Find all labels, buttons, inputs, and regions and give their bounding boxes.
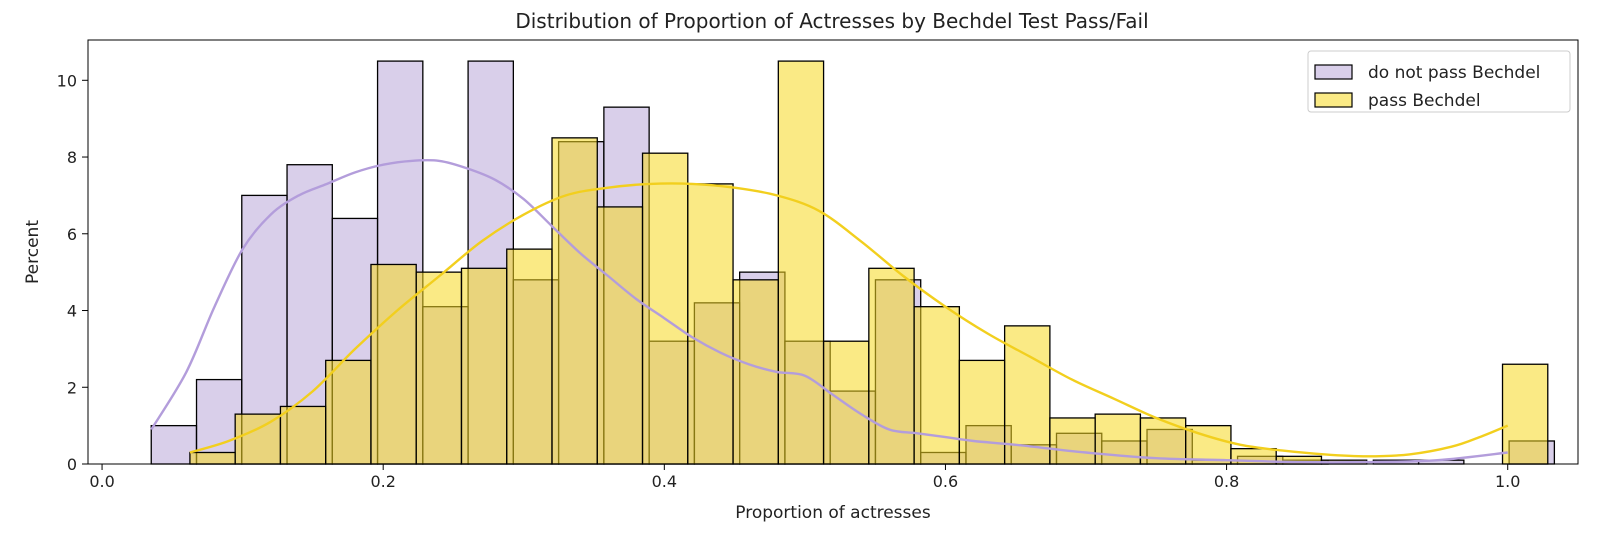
bar-fail-0 bbox=[150, 424, 198, 465]
bar-pass-19 bbox=[1049, 417, 1096, 465]
bar-pass-7 bbox=[506, 248, 553, 465]
y-tick-label: 4 bbox=[67, 302, 77, 321]
bar-pass-18 bbox=[1003, 325, 1051, 465]
y-axis: 0 2 4 6 8 10 bbox=[57, 71, 88, 474]
bars-layer bbox=[150, 60, 1556, 465]
x-tick-label: 0.8 bbox=[1214, 472, 1239, 491]
chart-title: Distribution of Proportion of Actresses … bbox=[515, 9, 1148, 33]
legend-label: pass Bechdel bbox=[1368, 91, 1481, 111]
y-tick-label: 0 bbox=[67, 455, 77, 474]
bar-pass-13 bbox=[777, 60, 825, 465]
bar-pass-17 bbox=[958, 359, 1006, 465]
bar-pass-2 bbox=[279, 405, 327, 465]
bar-pass-9 bbox=[596, 206, 644, 465]
kde-line-fail bbox=[150, 158, 1508, 464]
plot-area-frame bbox=[87, 39, 1579, 465]
bar-fail-1 bbox=[195, 378, 243, 465]
bar-pass-1 bbox=[234, 413, 282, 465]
bar-pass-6 bbox=[460, 267, 508, 465]
x-axis-title: Proportion of actresses bbox=[735, 503, 931, 523]
bar-pass-0 bbox=[189, 451, 236, 465]
bar-pass-21 bbox=[1139, 417, 1187, 465]
x-tick-label: 0.4 bbox=[652, 472, 677, 491]
bar-pass-14 bbox=[822, 340, 870, 465]
y-tick-label: 10 bbox=[57, 71, 77, 90]
bar-pass-4 bbox=[370, 263, 417, 465]
x-tick-label: 0.6 bbox=[933, 472, 958, 491]
x-tick-label: 0.0 bbox=[89, 472, 114, 491]
kde-line-pass bbox=[189, 182, 1509, 458]
bar-pass-5 bbox=[415, 271, 463, 465]
bar-pass-11 bbox=[687, 183, 734, 465]
bar-pass-8 bbox=[551, 137, 598, 465]
bar-pass-15 bbox=[868, 267, 915, 465]
bar-pass-29 bbox=[1501, 363, 1549, 465]
legend: do not pass Bechdel pass Bechdel bbox=[1307, 50, 1571, 113]
x-axis: 0.0 0.2 0.4 0.6 0.8 1.0 bbox=[89, 464, 1520, 491]
y-tick-label: 8 bbox=[67, 148, 77, 167]
legend-swatch-pass bbox=[1314, 92, 1353, 108]
kde-layer bbox=[150, 158, 1509, 464]
legend-label: do not pass Bechdel bbox=[1368, 63, 1540, 83]
legend-box bbox=[1307, 50, 1571, 113]
x-tick-label: 0.2 bbox=[370, 472, 395, 491]
y-axis-title: Percent bbox=[23, 220, 43, 284]
x-tick-label: 1.0 bbox=[1495, 472, 1520, 491]
legend-swatch-fail bbox=[1314, 64, 1353, 80]
bar-pass-3 bbox=[325, 359, 372, 465]
y-tick-label: 6 bbox=[67, 225, 77, 244]
y-tick-label: 2 bbox=[67, 378, 77, 397]
bar-pass-16 bbox=[913, 306, 961, 465]
